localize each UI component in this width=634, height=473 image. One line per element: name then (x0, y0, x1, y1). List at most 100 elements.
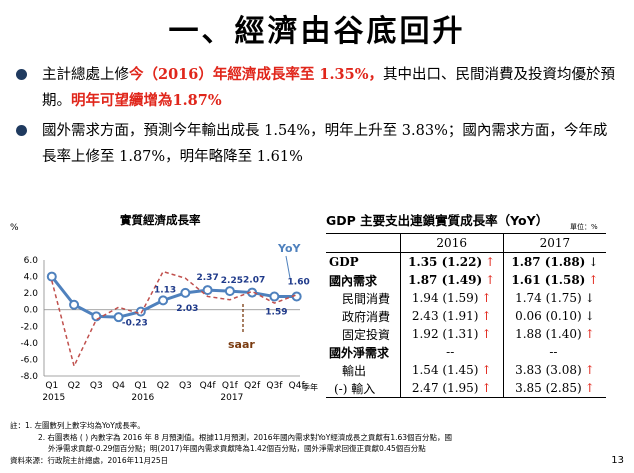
x-tick-label: Q2 (68, 381, 81, 391)
bullet-1: 主計總處上修今（2016）年經濟成長率至 1.35%，其中出口、民間消費及投資均… (16, 62, 616, 114)
table-row: 民間消費 1.94 (1.59) ↑ 1.74 (1.75) ↓ (326, 289, 606, 307)
arrow-up-icon: ↑ (485, 255, 496, 269)
table-row: GDP 1.35 (1.22) ↑ 1.87 (1.88) ↓ (326, 252, 606, 271)
cell-value: 0.06 (0.10) (515, 309, 582, 323)
year-label: 2017 (220, 393, 243, 403)
arrow-up-icon: ↑ (481, 291, 492, 305)
cell-value: -- (446, 345, 455, 359)
cell-value: 1.92 (1.31) (411, 327, 479, 341)
yoy-callout-line (285, 255, 291, 279)
cell-value: 2.43 (1.91) (411, 309, 479, 323)
yoy-point (69, 299, 80, 310)
cell-2016: 1.92 (1.31) ↑ (399, 325, 504, 343)
cell-2017: 1.61 (1.58) ↑ (502, 271, 606, 289)
yoy-point (202, 285, 213, 296)
cell-2017: 1.87 (1.88) ↓ (502, 252, 606, 271)
cell-value: 3.85 (2.85) (515, 381, 582, 395)
cell-2016: 1.87 (1.49) ↑ (399, 271, 504, 289)
cell-value: 3.83 (3.08) (515, 363, 582, 377)
cell-value: -- (549, 345, 558, 359)
note-2: 2. 右圖表格 ( ) 內數字為 2016 年 8 月預測值。根據11月預測，2… (38, 432, 453, 442)
row-label: 國外淨需求 (329, 345, 390, 360)
cell-value: 1.87 (1.49) (408, 273, 483, 287)
chart-title: 實質經濟成長率 (120, 213, 201, 227)
cell-2017: 3.83 (3.08) ↑ (502, 361, 606, 379)
cell-value: 1.61 (1.58) (511, 273, 586, 287)
cell-2016: 2.47 (1.95) ↑ (399, 379, 504, 398)
bullet-2: 國外需求方面，預測今年輸出成長 1.54%，明年上升至 3.83%；國內需求方面… (16, 118, 616, 170)
arrow-up-icon: ↑ (485, 273, 496, 287)
data-label: 2.07 (243, 276, 265, 286)
table-header-2016: 2016 (399, 233, 504, 253)
x-tick-label: Q4f (200, 381, 217, 391)
row-label: 民間消費 (342, 291, 391, 306)
table-row: 國內需求 1.87 (1.49) ↑ 1.61 (1.58) ↑ (326, 271, 606, 289)
y-tick-label: 4.0 (24, 273, 39, 283)
yoy-point (46, 271, 57, 282)
x-tick-label: Q1 (134, 381, 147, 391)
table-unit: 單位：% (570, 223, 598, 231)
table-row: 國外淨需求 -- -- (326, 343, 606, 361)
gdp-table: 2016 2017 GDP 1.35 (1.22) ↑ 1.87 (1.88) ↓ 國內需… (326, 233, 606, 398)
cell-2017: 3.85 (2.85) ↑ (502, 379, 606, 398)
table-header-2017: 2017 (502, 233, 606, 253)
row-label: (-) 輸入 (326, 379, 401, 398)
data-label: 1.13 (154, 285, 176, 295)
year-label: 2016 (131, 393, 154, 403)
row-label: GDP (329, 255, 359, 269)
yoy-point (269, 291, 280, 302)
saar-series-label: saar (228, 338, 255, 351)
cell-2017: 1.88 (1.40) ↑ (502, 325, 606, 343)
bullet-1-text-a: 主計總處上修 (42, 67, 129, 83)
row-label: 固定投資 (342, 327, 391, 342)
table-row: 固定投資 1.92 (1.31) ↑ 1.88 (1.40) ↑ (326, 325, 606, 343)
growth-chart: % 6.0 4.0 2.0 0.0 -2.0 -4.0 -6.0 -8.0 Q1 Q2 Q3 Q4 Q1… (10, 223, 318, 403)
table-row: 政府消費 2.43 (1.91) ↑ 0.06 (0.10) ↓ (326, 307, 606, 325)
data-label: -0.23 (122, 319, 148, 329)
y-tick-label: -6.0 (20, 355, 38, 365)
cell-value: 1.87 (1.88) (511, 255, 586, 269)
y-tick-label: -2.0 (20, 322, 38, 332)
table-row: 輸出 1.54 (1.45) ↑ 3.83 (3.08) ↑ (326, 361, 606, 379)
yoy-point (113, 312, 124, 323)
y-tick-label: 2.0 (24, 289, 39, 299)
x-tick-label: Q3 (90, 381, 103, 391)
y-tick-label: -8.0 (20, 372, 38, 382)
arrow-down-icon: ↓ (584, 309, 595, 323)
x-tick-label: Q3 (179, 381, 192, 391)
page-number: 13 (611, 455, 624, 466)
data-label: 1.59 (265, 308, 287, 318)
note-1: 註：1. 左圖數列上數字均為YoY成長率。 (10, 421, 145, 430)
data-label: 2.25 (221, 276, 243, 286)
cell-value: 1.35 (1.22) (408, 255, 483, 269)
bullet-1-highlight-b: 明年可望續增為1.87% (71, 92, 222, 109)
arrow-up-icon: ↑ (481, 363, 492, 377)
y-unit-label: % (10, 223, 19, 233)
data-label: 1.60 (288, 277, 310, 287)
x-tick-label: Q1f (222, 381, 239, 391)
source-note: 資料來源：行政院主計總處，2016年11月25日 (10, 455, 169, 465)
arrow-up-icon: ↑ (481, 381, 492, 395)
x-tick-label: Q4 (112, 381, 125, 391)
arrow-up-icon: ↑ (584, 381, 595, 395)
arrow-up-icon: ↑ (584, 363, 595, 377)
cell-value: 1.88 (1.40) (515, 327, 582, 341)
cell-value: 1.54 (1.45) (411, 363, 479, 377)
yoy-point (91, 311, 102, 322)
table-header-label (326, 233, 401, 253)
row-label: 輸出 (342, 363, 367, 378)
footnotes: 註：1. 左圖數列上數字均為YoY成長率。 2. 右圖表格 ( ) 內數字為 2… (10, 420, 452, 466)
bullet-1-text-b: 其中出口、民間消費及投資均優於預期。 (42, 67, 615, 109)
arrow-up-icon: ↑ (481, 309, 492, 323)
cell-2017: 0.06 (0.10) ↓ (502, 307, 606, 325)
x-tick-label: Q2f (244, 381, 261, 391)
table-title: GDP 主要支出連鎖實質成長率（YoY） (326, 213, 549, 228)
page-title: 一、經濟由谷底回升 (168, 14, 466, 49)
bullet-dot-icon (16, 69, 27, 80)
cell-value: 1.74 (1.75) (515, 291, 582, 305)
row-label: 政府消費 (342, 309, 391, 324)
arrow-up-icon: ↑ (584, 327, 595, 341)
table-header-row: 2016 2017 (326, 233, 606, 253)
cell-2016: 1.94 (1.59) ↑ (399, 289, 504, 307)
y-tick-label: 6.0 (24, 256, 39, 266)
